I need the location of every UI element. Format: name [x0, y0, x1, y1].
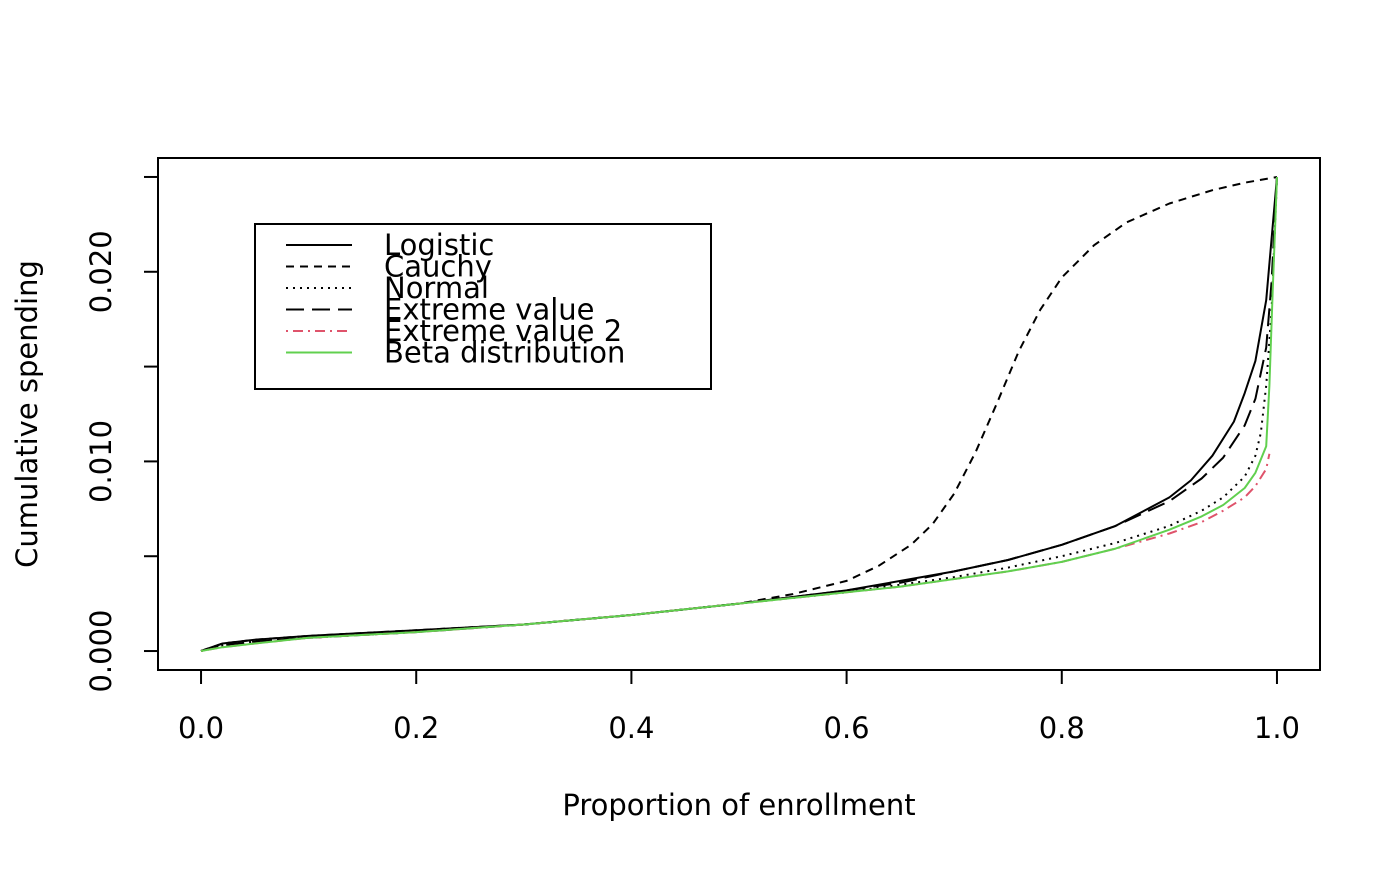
series-line-2	[200, 176, 1278, 652]
x-tick-label: 0.0	[178, 711, 224, 745]
y-axis-title: Cumulative spending	[10, 260, 44, 568]
x-tick-label: 1.0	[1254, 711, 1300, 745]
series-layer	[200, 176, 1278, 652]
x-tick-label: 0.6	[824, 711, 870, 745]
legend-label-4: Extreme value 2	[384, 314, 622, 348]
legend-label-2: Normal	[384, 271, 489, 305]
y-tick-label: 0.000	[84, 610, 118, 693]
legend-label-1: Cauchy	[384, 250, 492, 284]
series-line-5	[200, 176, 1278, 652]
x-tick-label: 0.2	[393, 711, 439, 745]
legend-label-3: Extreme value	[384, 293, 595, 327]
series-line-1	[200, 176, 1278, 652]
series-line-4	[200, 453, 1271, 652]
y-tick-label: 0.020	[84, 230, 118, 313]
y-axis: 0.000 0.010 0.020	[84, 175, 159, 693]
x-tick-label: 0.4	[608, 711, 654, 745]
legend-label-0: Logistic	[384, 228, 494, 262]
x-axis: 0.0 0.2 0.4 0.6 0.8 1.0	[178, 669, 1300, 745]
legend-box	[254, 223, 712, 390]
x-tick-label: 0.8	[1039, 711, 1085, 745]
x-axis-title: Proportion of enrollment	[562, 788, 915, 822]
y-tick-label: 0.010	[84, 420, 118, 503]
legend-label-5: Beta distribution	[384, 336, 625, 370]
